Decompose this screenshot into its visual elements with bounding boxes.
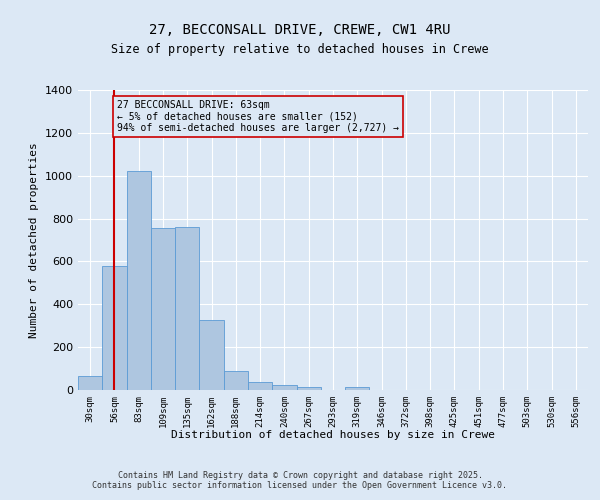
Bar — [345, 387, 370, 390]
Text: Contains HM Land Registry data © Crown copyright and database right 2025.
Contai: Contains HM Land Registry data © Crown c… — [92, 470, 508, 490]
Text: Size of property relative to detached houses in Crewe: Size of property relative to detached ho… — [111, 42, 489, 56]
X-axis label: Distribution of detached houses by size in Crewe: Distribution of detached houses by size … — [171, 430, 495, 440]
Text: 27, BECCONSALL DRIVE, CREWE, CW1 4RU: 27, BECCONSALL DRIVE, CREWE, CW1 4RU — [149, 22, 451, 36]
Bar — [102, 266, 127, 390]
Bar — [175, 227, 199, 390]
Bar — [78, 376, 102, 390]
Bar — [151, 228, 175, 390]
Bar — [127, 172, 151, 390]
Y-axis label: Number of detached properties: Number of detached properties — [29, 142, 40, 338]
Bar — [224, 370, 248, 390]
Bar — [248, 382, 272, 390]
Text: 27 BECCONSALL DRIVE: 63sqm
← 5% of detached houses are smaller (152)
94% of semi: 27 BECCONSALL DRIVE: 63sqm ← 5% of detac… — [117, 100, 399, 133]
Bar — [272, 384, 296, 390]
Bar — [199, 320, 224, 390]
Bar — [296, 387, 321, 390]
